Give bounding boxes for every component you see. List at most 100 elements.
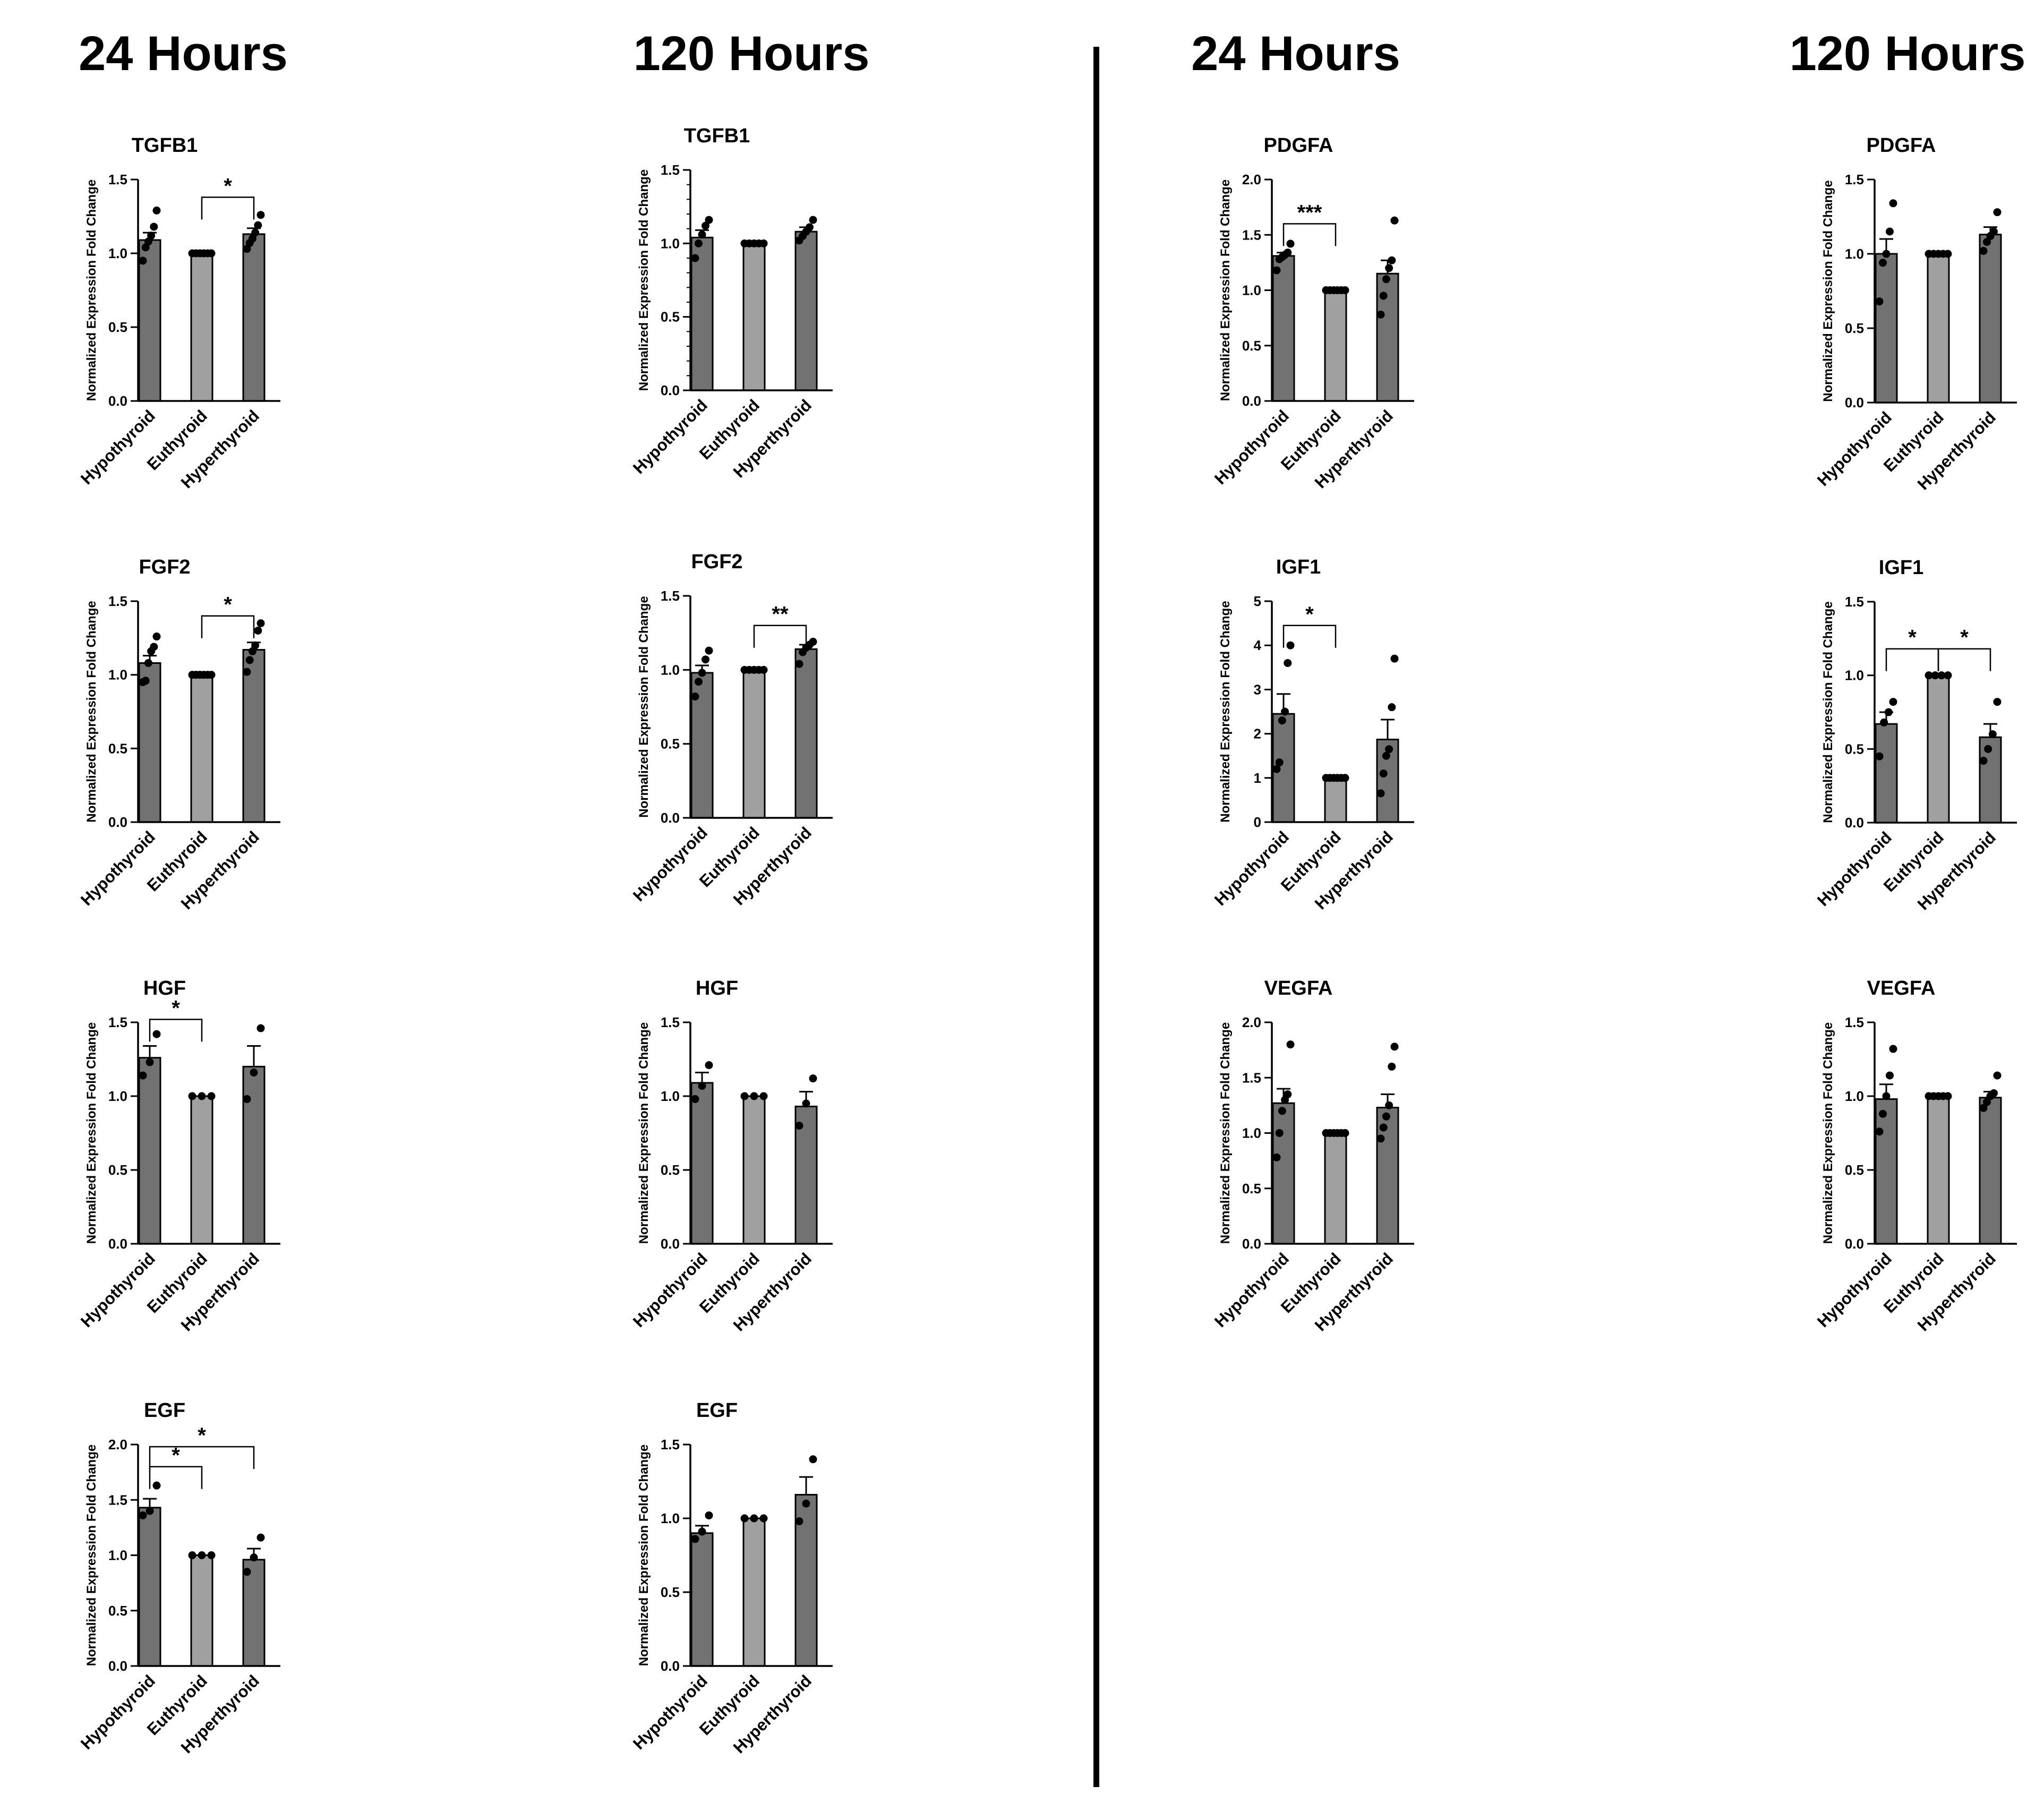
chart-title: PDGFA xyxy=(1867,134,1936,157)
y-tick-label: 1.5 xyxy=(108,593,127,609)
category-label-hypothyroid: Hypothyroid xyxy=(1814,1249,1895,1331)
data-point xyxy=(207,671,216,679)
category-label-hypothyroid: Hypothyroid xyxy=(1814,828,1895,910)
category-label-hypothyroid: Hypothyroid xyxy=(77,406,159,488)
significance-label: ** xyxy=(772,603,789,626)
bar-euthyroid xyxy=(1927,674,1950,824)
data-point xyxy=(1990,1089,1998,1097)
data-point xyxy=(1388,1062,1396,1071)
data-point xyxy=(256,1533,265,1542)
chart-title: HGF xyxy=(696,977,738,999)
data-point xyxy=(1278,1107,1286,1115)
y-axis-label: Normalized Expression Fold Change xyxy=(1821,180,1835,401)
y-axis-label: Normalized Expression Fold Change xyxy=(637,596,651,817)
data-point xyxy=(698,669,706,677)
y-tick-label: 1.5 xyxy=(661,588,680,604)
data-point xyxy=(702,221,709,230)
data-point xyxy=(146,1058,154,1066)
data-point xyxy=(809,1074,817,1083)
y-tick-label: 1.5 xyxy=(1242,1070,1261,1086)
data-point xyxy=(207,1092,216,1100)
y-axis-label: Normalized Expression Fold Change xyxy=(84,1022,99,1244)
y-tick-label: 1.0 xyxy=(108,667,127,683)
y-axis-label: Normalized Expression Fold Change xyxy=(1821,1022,1835,1244)
data-point xyxy=(1944,671,1952,680)
data-point xyxy=(691,692,699,700)
y-tick-label: 1.5 xyxy=(661,1437,680,1452)
data-point xyxy=(144,659,152,667)
data-point xyxy=(695,678,703,686)
chart-title: IGF1 xyxy=(1879,557,1923,579)
data-point xyxy=(1984,745,1992,753)
data-point xyxy=(759,1092,768,1100)
data-point xyxy=(150,643,158,651)
data-point xyxy=(1341,774,1349,782)
y-tick-label: 0.5 xyxy=(108,319,127,335)
data-point xyxy=(250,1553,258,1562)
significance-bracket xyxy=(753,625,807,648)
data-point xyxy=(759,665,768,674)
data-point xyxy=(152,206,161,215)
data-point xyxy=(1886,227,1894,236)
y-tick-label: 1.5 xyxy=(1845,1014,1864,1030)
data-point xyxy=(1376,1134,1385,1143)
chart-title: TGFB1 xyxy=(132,134,198,157)
bar-hyperthyroid xyxy=(794,230,818,391)
y-tick-label: 1.0 xyxy=(108,1548,127,1563)
data-point xyxy=(1884,708,1893,716)
y-tick-label: 1.5 xyxy=(1845,172,1864,187)
chart-panel-fgf2-4: FGF2 Normalized Expression Fold Change 0.0… xyxy=(77,556,280,913)
data-point xyxy=(188,1551,196,1559)
data-point xyxy=(1988,730,1997,739)
chart-title: VEGFA xyxy=(1264,977,1333,999)
data-point xyxy=(256,1024,265,1032)
data-point xyxy=(1379,1123,1388,1132)
chart-title: PDGFA xyxy=(1264,134,1333,157)
data-point xyxy=(1284,1090,1292,1099)
bar-hypothyroid xyxy=(690,1532,714,1667)
header-120h-left: 120 Hours xyxy=(634,27,870,81)
significance-bracket xyxy=(1937,648,1991,671)
y-tick-label: 3 xyxy=(1254,681,1261,697)
bar-hyperthyroid xyxy=(242,233,266,402)
data-point xyxy=(809,637,817,646)
data-point xyxy=(1379,769,1388,777)
y-tick-label: 0.5 xyxy=(661,309,680,325)
y-tick-label: 0.0 xyxy=(661,810,680,826)
significance-bracket xyxy=(201,615,255,638)
data-point xyxy=(705,216,713,224)
data-point xyxy=(141,677,150,685)
significance-label: * xyxy=(198,1424,206,1447)
data-point xyxy=(1382,1112,1390,1121)
significance-label: * xyxy=(1908,626,1917,650)
chart-title: HGF xyxy=(143,977,186,999)
y-axis-label: Normalized Expression Fold Change xyxy=(84,1445,99,1666)
data-point xyxy=(243,1568,251,1576)
data-point xyxy=(150,223,158,231)
data-point xyxy=(740,1092,749,1100)
data-point xyxy=(809,1455,817,1464)
category-label-hypothyroid: Hypothyroid xyxy=(77,1671,159,1753)
data-point xyxy=(1388,256,1396,264)
chart-panel-egf-13: EGF Normalized Expression Fold Change 0.0 0… xyxy=(629,1399,833,1757)
data-point xyxy=(139,1511,147,1519)
y-tick-label: 0.5 xyxy=(661,736,680,752)
bar-euthyroid xyxy=(1927,1095,1950,1245)
bar-hypothyroid xyxy=(1875,253,1898,404)
y-tick-label: 0.5 xyxy=(108,1162,127,1178)
data-point xyxy=(795,660,803,668)
y-tick-label: 2 xyxy=(1254,726,1261,742)
data-point xyxy=(141,243,150,252)
y-tick-label: 2.0 xyxy=(108,1437,127,1452)
data-point xyxy=(1388,703,1396,712)
y-tick-label: 1.5 xyxy=(1242,227,1261,243)
y-axis-label: Normalized Expression Fold Change xyxy=(1218,601,1233,822)
significance-label: *** xyxy=(1297,201,1322,224)
chart-panel-pdgfa-3: PDGFA Normalized Expression Fold Change 0.… xyxy=(1814,134,2017,493)
data-point xyxy=(207,249,216,258)
data-point xyxy=(251,641,260,650)
y-tick-label: 5 xyxy=(1254,593,1261,609)
y-tick-label: 1.0 xyxy=(108,1088,127,1104)
data-point xyxy=(207,1551,216,1559)
bar-euthyroid xyxy=(190,1554,213,1667)
